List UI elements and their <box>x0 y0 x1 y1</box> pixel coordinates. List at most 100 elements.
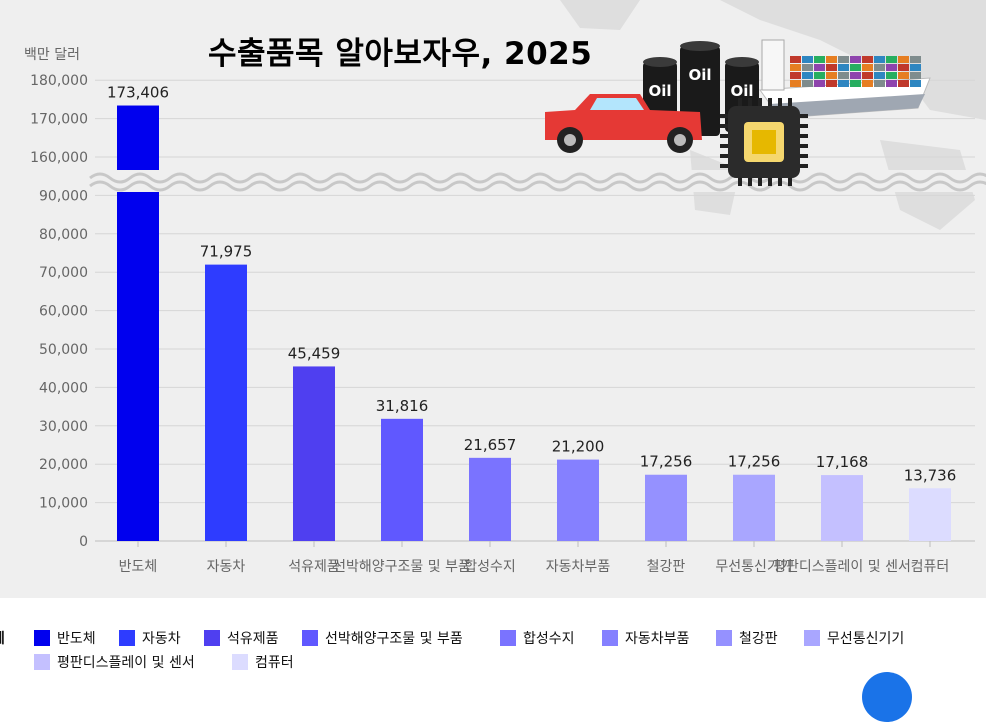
x-tick-label: 자동차부품 <box>546 559 611 575</box>
y-tick-label: 80,000 <box>39 227 88 243</box>
bar <box>909 488 951 541</box>
legend-item[interactable]: 컴퓨터 <box>232 652 294 672</box>
bar <box>381 418 423 541</box>
barrel-top <box>725 57 759 67</box>
bar-value-label: 17,256 <box>728 453 781 471</box>
bar <box>205 264 247 541</box>
ship-container <box>850 72 861 79</box>
ship-container <box>850 64 861 71</box>
chip-pin <box>720 164 730 168</box>
ship-container <box>874 64 885 71</box>
ship-container <box>862 64 873 71</box>
ship-container <box>910 56 921 63</box>
chip-pin <box>738 176 742 186</box>
ship-hull-bottom <box>770 94 925 118</box>
ship-container <box>898 80 909 87</box>
ship-container <box>850 56 861 63</box>
map-landmass <box>560 0 640 30</box>
ship-container <box>814 80 825 87</box>
ship-container <box>790 80 801 87</box>
chip-pin <box>798 164 808 168</box>
legend-label: 반도체 <box>57 631 96 647</box>
chip-pin <box>788 98 792 108</box>
page-title: 수출품목 알아보자우, 2025 <box>208 36 593 72</box>
bar-value-label: 45,459 <box>288 344 341 362</box>
chip-pin <box>758 176 762 186</box>
axis-break-line <box>89 180 986 192</box>
legend-swatch <box>716 630 732 646</box>
ship-container <box>802 64 813 71</box>
x-tick-label: 평판디스플레이 및 센서 <box>773 559 911 575</box>
legend-label: 자동차 <box>142 631 181 647</box>
legend-swatch <box>804 630 820 646</box>
chart-panel: 0 10,000 20,000 30,000 40,000 50,000 60,000 70,… <box>0 0 986 598</box>
ship-container <box>802 72 813 79</box>
legend-item[interactable]: 자동차부품 <box>602 628 689 648</box>
ship-container <box>862 80 873 87</box>
ship-container <box>814 56 825 63</box>
legend-title: 례 <box>0 628 5 648</box>
bar-value-label: 17,168 <box>816 453 869 471</box>
y-tick-label: 180,000 <box>30 73 88 89</box>
legend-swatch <box>204 630 220 646</box>
barrel-top <box>680 41 720 51</box>
bar <box>469 457 511 541</box>
legend-item[interactable]: 선박해양구조물 및 부품 <box>302 628 463 648</box>
ship-container <box>790 72 801 79</box>
y-tick-label: 70,000 <box>39 265 88 281</box>
y-tick-label: 20,000 <box>39 457 88 473</box>
ship-container <box>790 56 801 63</box>
ship-container <box>886 64 897 71</box>
barrel-label: Oil <box>730 82 753 100</box>
x-tick-label: 반도체 <box>119 559 158 575</box>
legend-swatch <box>34 630 50 646</box>
legend-item[interactable]: 반도체 <box>34 628 96 648</box>
container-ship-icon <box>759 39 931 119</box>
chip-pin <box>778 98 782 108</box>
y-tick-label: 40,000 <box>39 380 88 396</box>
legend-item[interactable]: 철강판 <box>716 628 778 648</box>
legend-swatch <box>232 654 248 670</box>
bar <box>733 474 775 541</box>
chip-pin <box>798 144 808 148</box>
truck-body <box>545 94 702 140</box>
legend-item[interactable]: 합성수지 <box>500 628 575 648</box>
y-tick-label: 60,000 <box>39 304 88 320</box>
bar-value-label: 21,200 <box>552 438 605 456</box>
chip-pin <box>748 98 752 108</box>
y-tick-label: 170,000 <box>30 112 88 128</box>
ship-container <box>874 56 885 63</box>
legend-label: 석유제품 <box>227 631 279 647</box>
legend-label: 무선통신기기 <box>827 631 905 647</box>
floating-action-button[interactable] <box>862 672 912 722</box>
y-tick-label: 50,000 <box>39 342 88 358</box>
legend-label: 평판디스플레이 및 센서 <box>57 655 195 671</box>
bar-value-label: 13,736 <box>904 466 957 484</box>
bar <box>557 459 599 541</box>
legend-label: 합성수지 <box>523 631 575 647</box>
legend-item[interactable]: 석유제품 <box>204 628 279 648</box>
ship-container <box>814 72 825 79</box>
bar <box>821 475 863 541</box>
ship-container <box>862 72 873 79</box>
y-tick-label: 160,000 <box>30 150 88 166</box>
legend-label: 자동차부품 <box>625 631 690 647</box>
legend-item[interactable]: 평판디스플레이 및 센서 <box>34 652 195 672</box>
chip-pin <box>758 98 762 108</box>
truck-hubcap <box>674 134 686 146</box>
ship-container <box>898 72 909 79</box>
legend-item[interactable]: 무선통신기기 <box>804 628 904 648</box>
bar-value-label: 31,816 <box>376 397 429 415</box>
bar-value-label: 17,256 <box>640 453 693 471</box>
chip-pin <box>720 114 730 118</box>
barrel-top <box>643 57 677 67</box>
x-tick-label: 석유제품 <box>288 559 340 575</box>
ship-container <box>826 72 837 79</box>
ship-container <box>886 72 897 79</box>
chip-pin <box>768 176 772 186</box>
bar <box>645 474 687 541</box>
legend-item[interactable]: 자동차 <box>119 628 181 648</box>
bar-chart: 0 10,000 20,000 30,000 40,000 50,000 60,000 70,… <box>30 0 986 575</box>
ship-container <box>886 80 897 87</box>
ship-container <box>838 56 849 63</box>
